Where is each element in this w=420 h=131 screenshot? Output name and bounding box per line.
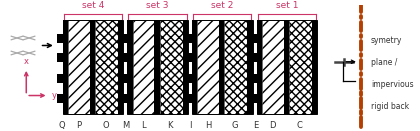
Text: P: P bbox=[76, 121, 81, 130]
Bar bbox=[186, 53, 192, 62]
Text: K: K bbox=[167, 121, 173, 130]
Text: O: O bbox=[102, 121, 109, 130]
Text: H: H bbox=[205, 121, 211, 130]
Bar bbox=[262, 20, 284, 114]
Bar bbox=[68, 20, 90, 114]
Bar bbox=[122, 74, 127, 83]
Bar bbox=[186, 34, 192, 43]
Bar bbox=[57, 34, 63, 43]
Bar bbox=[118, 20, 123, 114]
Text: E: E bbox=[253, 121, 258, 130]
Bar bbox=[219, 20, 224, 114]
Text: I: I bbox=[189, 121, 192, 130]
Bar bbox=[312, 20, 317, 114]
Bar bbox=[257, 20, 262, 114]
Bar bbox=[186, 94, 192, 103]
Bar bbox=[284, 20, 289, 114]
Bar bbox=[63, 20, 123, 114]
Bar bbox=[289, 20, 312, 114]
Bar bbox=[257, 20, 317, 114]
Bar bbox=[251, 74, 257, 83]
Bar bbox=[57, 53, 63, 62]
Bar bbox=[127, 20, 188, 114]
Bar bbox=[122, 53, 127, 62]
Text: M: M bbox=[123, 121, 130, 130]
Text: set 3: set 3 bbox=[146, 1, 169, 10]
Bar bbox=[192, 20, 197, 114]
Text: impervious: impervious bbox=[371, 80, 414, 89]
Text: L: L bbox=[141, 121, 146, 130]
Bar bbox=[122, 34, 127, 43]
Bar bbox=[186, 74, 192, 83]
Text: x: x bbox=[24, 57, 29, 66]
Bar bbox=[192, 20, 252, 114]
Text: set 4: set 4 bbox=[82, 1, 104, 10]
Bar bbox=[155, 20, 160, 114]
Text: y: y bbox=[51, 91, 56, 100]
Text: symetry: symetry bbox=[371, 36, 402, 45]
Bar bbox=[251, 53, 257, 62]
Bar bbox=[224, 20, 247, 114]
Bar bbox=[127, 20, 133, 114]
Text: rigid back: rigid back bbox=[371, 102, 409, 111]
Bar bbox=[57, 94, 63, 103]
Bar bbox=[122, 94, 127, 103]
Text: D: D bbox=[270, 121, 276, 130]
Bar bbox=[95, 20, 118, 114]
Bar bbox=[251, 34, 257, 43]
Bar bbox=[251, 94, 257, 103]
Text: set 2: set 2 bbox=[211, 1, 234, 10]
Bar bbox=[247, 20, 252, 114]
Text: set 1: set 1 bbox=[276, 1, 298, 10]
Bar bbox=[183, 20, 188, 114]
Bar bbox=[63, 20, 68, 114]
Bar bbox=[197, 20, 219, 114]
Text: Q: Q bbox=[58, 121, 65, 130]
Text: G: G bbox=[231, 121, 238, 130]
Text: plane /: plane / bbox=[371, 58, 397, 67]
Bar bbox=[160, 20, 183, 114]
Text: C: C bbox=[297, 121, 302, 130]
Bar bbox=[57, 74, 63, 83]
Bar bbox=[133, 20, 155, 114]
Bar bbox=[90, 20, 95, 114]
